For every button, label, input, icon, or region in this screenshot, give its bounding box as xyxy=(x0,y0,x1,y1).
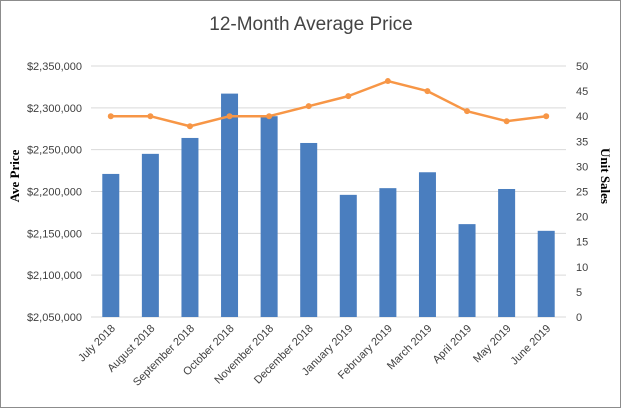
bar xyxy=(339,194,357,317)
y2-tick-label: 35 xyxy=(576,136,588,148)
y-tick-label: $2,150,000 xyxy=(27,228,82,240)
y2-tick-label: 5 xyxy=(576,287,582,299)
y-tick-label: $2,350,000 xyxy=(27,61,82,73)
bar xyxy=(102,173,120,317)
line-point xyxy=(186,123,193,130)
unit-sales-line xyxy=(110,79,547,128)
y2-tick-label: 45 xyxy=(576,86,588,98)
chart-title: 12-Month Average Price xyxy=(209,14,413,35)
bar xyxy=(181,137,199,317)
x-tick-label: June 2019 xyxy=(509,323,554,368)
bar xyxy=(537,230,555,317)
line-point xyxy=(305,103,312,110)
x-tick-label: July 2018 xyxy=(76,323,118,365)
line-point xyxy=(266,113,273,120)
x-tick-label: April 2019 xyxy=(431,323,475,367)
y2-tick-label: 50 xyxy=(576,61,588,73)
y-tick-label: $2,300,000 xyxy=(27,103,82,115)
bar-series xyxy=(102,93,555,317)
bar xyxy=(221,93,239,317)
line-point xyxy=(384,78,391,85)
line-point xyxy=(464,108,471,115)
y-tick-label: $2,050,000 xyxy=(27,312,82,324)
line-point xyxy=(107,113,114,120)
y2-tick-label: 15 xyxy=(576,237,588,249)
y2-tick-label: 0 xyxy=(576,312,582,324)
bar xyxy=(260,116,278,317)
y-tick-label: $2,250,000 xyxy=(27,145,82,157)
y-tick-label: $2,100,000 xyxy=(27,270,82,282)
line-point xyxy=(147,113,154,120)
y2-tick-label: 10 xyxy=(576,262,588,274)
bar xyxy=(498,188,516,317)
bar xyxy=(300,142,318,317)
line-point xyxy=(345,93,352,100)
y2-axis-ticks: 0 5 10 15 20 25 30 35 40 45 50 xyxy=(576,61,588,324)
y2-tick-label: 25 xyxy=(576,187,588,199)
line-point xyxy=(543,113,550,120)
line-point xyxy=(503,118,510,125)
y2-tick-label: 30 xyxy=(576,161,588,173)
y-axis-ticks: $2,050,000 $2,100,000 $2,150,000 $2,200,000… xyxy=(27,61,82,324)
y2-tick-label: 20 xyxy=(576,212,588,224)
line-point xyxy=(226,113,233,120)
y-axis-title: Ave Price xyxy=(7,149,22,202)
bar xyxy=(141,153,159,317)
y-tick-label: $2,200,000 xyxy=(27,187,82,199)
line-series xyxy=(107,78,550,130)
y2-axis-title: Unit Sales xyxy=(598,148,613,204)
y2-tick-label: 40 xyxy=(576,111,588,123)
bar xyxy=(418,172,436,317)
gridlines xyxy=(91,65,566,318)
bar xyxy=(379,188,397,317)
line-point xyxy=(424,88,431,95)
bar xyxy=(458,224,476,317)
